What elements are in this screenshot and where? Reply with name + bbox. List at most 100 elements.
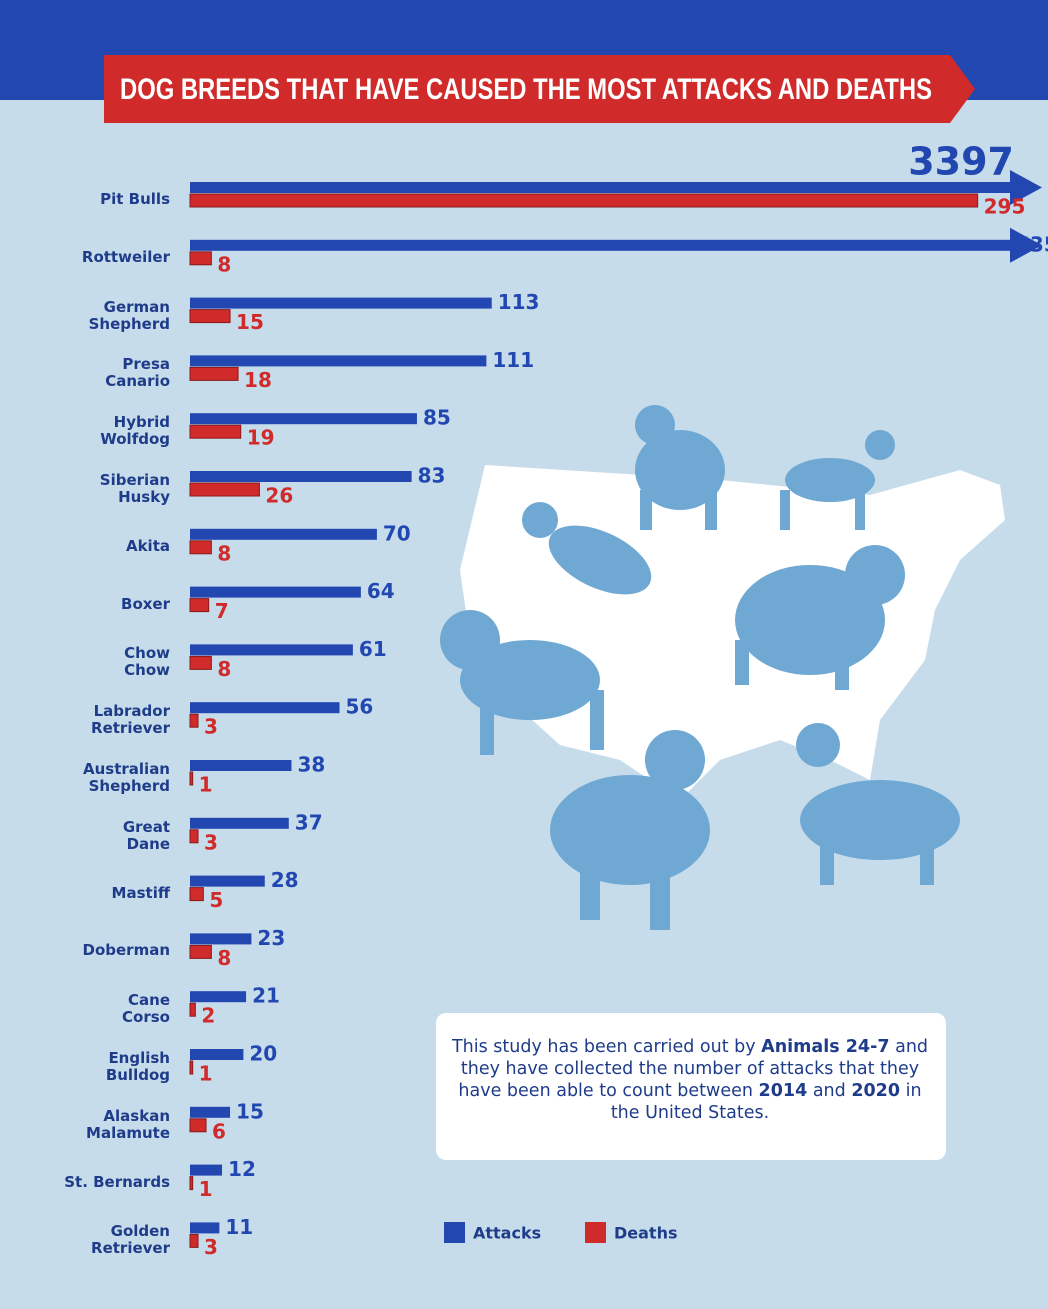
value-label: 1	[199, 1062, 213, 1086]
bar	[189, 366, 239, 381]
value-label: 535	[1016, 232, 1048, 256]
value-label: 1	[199, 1177, 213, 1201]
value-label: 8	[217, 946, 231, 970]
category-label: Pit Bulls	[100, 190, 170, 208]
bar	[189, 771, 194, 786]
value-label: 6	[212, 1119, 226, 1143]
category-label: Labrador Retriever	[91, 702, 170, 738]
value-label: 5	[209, 888, 223, 912]
category-label: Akita	[125, 536, 170, 555]
category-label: Golden Retriever	[91, 1222, 170, 1258]
note-box	[436, 1013, 946, 1160]
bar	[190, 1049, 244, 1060]
bar	[189, 193, 979, 208]
bar	[189, 829, 199, 844]
value-label: 8	[217, 252, 231, 276]
bar	[190, 933, 252, 945]
bar	[189, 540, 212, 555]
bar	[190, 1164, 223, 1176]
bar	[189, 944, 212, 959]
dog-silhouettes	[440, 405, 960, 930]
bar	[189, 1176, 194, 1191]
value-label: 64	[367, 579, 395, 603]
category-label: Presa Canario	[105, 355, 170, 391]
note-text: 2014	[758, 1081, 808, 1101]
value-label: 8	[217, 541, 231, 565]
note-text: Animals 24-7	[761, 1037, 890, 1057]
value-label: 23	[257, 926, 285, 950]
bar	[189, 251, 212, 266]
value-label: 18	[244, 368, 272, 392]
bar	[189, 655, 212, 670]
value-label: 83	[418, 464, 446, 488]
bar	[189, 1233, 199, 1248]
bar	[190, 528, 377, 540]
value-label: 38	[297, 753, 325, 777]
value-label: 113	[498, 290, 540, 314]
legend-label: Attacks	[473, 1224, 541, 1243]
category-label: St. Bernards	[64, 1172, 170, 1191]
bar	[189, 1002, 196, 1017]
note-text: and	[807, 1081, 852, 1101]
value-label: 85	[423, 406, 451, 430]
note-text: This study has been carried out by	[451, 1037, 762, 1057]
category-label: Alaskan Malamute	[86, 1106, 170, 1142]
bar	[189, 1118, 207, 1133]
value-label: 15	[236, 310, 264, 334]
value-label: 15	[236, 1099, 264, 1123]
value-label: 20	[249, 1042, 277, 1066]
bar	[190, 760, 292, 771]
value-label: 3	[204, 830, 218, 854]
bar	[190, 702, 340, 714]
bar	[190, 817, 289, 829]
bar	[189, 424, 242, 439]
note-text: in the United States.	[610, 1081, 922, 1123]
category-label: Boxer	[121, 594, 170, 613]
bar	[190, 297, 492, 309]
bar	[189, 713, 199, 728]
bar	[190, 1222, 220, 1234]
bar	[189, 482, 260, 497]
category-label: Doberman	[82, 941, 171, 960]
value-label: 28	[271, 868, 299, 892]
bar-break-arrow	[1010, 170, 1042, 205]
bar	[190, 239, 1010, 251]
legend-swatch	[585, 1222, 606, 1243]
category-label: Chow Chow	[124, 644, 170, 680]
value-label: 11	[225, 1215, 253, 1239]
legend-swatch	[444, 1222, 465, 1243]
bar-break-arrow	[1010, 227, 1042, 263]
bar	[189, 309, 231, 324]
title-banner	[104, 55, 975, 123]
legend-label: Deaths	[614, 1224, 678, 1243]
note-text: 2020	[851, 1081, 901, 1101]
category-label: Hybrid Wolfdog	[100, 413, 170, 449]
bar	[190, 1106, 231, 1118]
value-label: 12	[228, 1157, 256, 1181]
bar	[190, 182, 1010, 193]
value-label: 8	[217, 657, 231, 681]
value-label: 19	[247, 426, 275, 450]
value-label: 21	[252, 984, 280, 1008]
note: This study has been carried out by Anima…	[450, 1036, 930, 1124]
bar	[190, 644, 353, 656]
bar	[189, 887, 204, 902]
bar	[189, 598, 210, 613]
value-label: 26	[265, 484, 293, 508]
bar	[190, 991, 247, 1003]
category-label: Cane Corso	[122, 991, 170, 1027]
value-label: 61	[359, 637, 387, 661]
category-label: Rottweiler	[81, 247, 170, 266]
category-label: Mastiff	[111, 883, 170, 902]
value-label: 2	[201, 1004, 215, 1028]
bar	[190, 471, 412, 482]
bar	[190, 875, 265, 887]
bar	[190, 355, 487, 367]
value-label: 3397	[908, 140, 1014, 184]
value-label: 3	[204, 1235, 218, 1259]
value-label: 7	[215, 599, 229, 623]
value-label: 1	[199, 773, 213, 797]
category-label: Australian Shepherd	[83, 760, 170, 795]
chart-title: DOG BREEDS THAT HAVE CAUSED THE MOST ATT…	[120, 73, 932, 106]
